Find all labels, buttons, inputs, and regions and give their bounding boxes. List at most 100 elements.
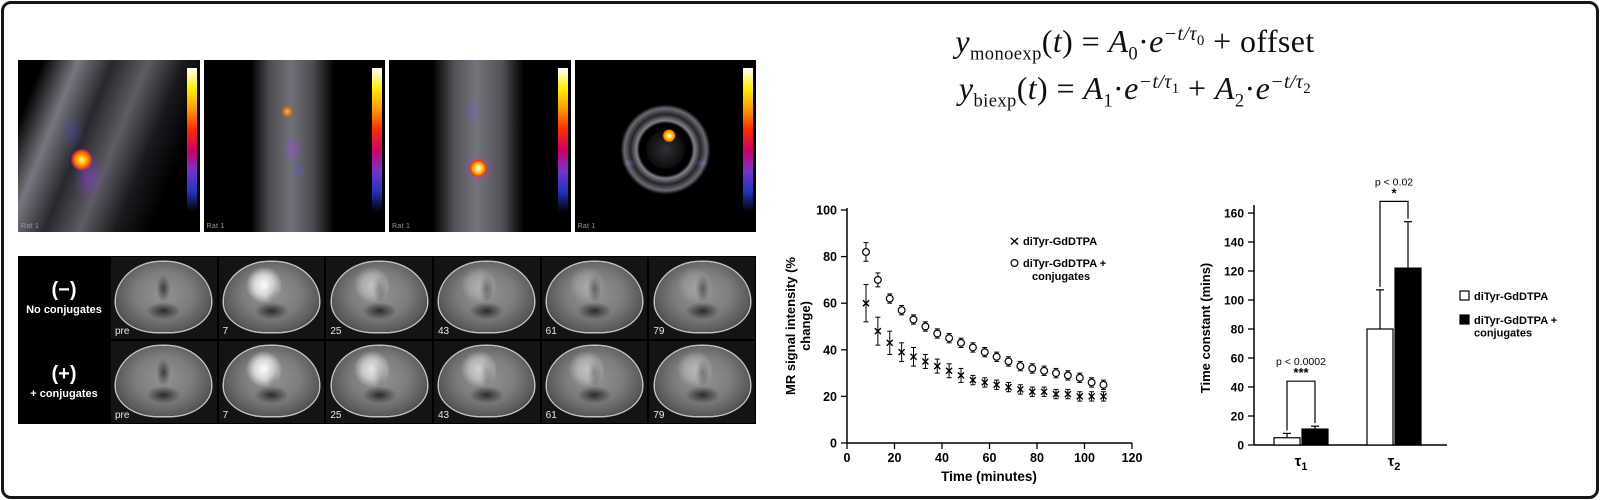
slice-time-label: 61: [545, 410, 557, 421]
cross-marker: [921, 357, 929, 365]
cross-marker: [993, 381, 1001, 389]
bar: [1301, 428, 1329, 446]
mri-brain-slice: 61: [541, 257, 648, 339]
eq-segment: 2: [1234, 90, 1245, 112]
bar: [1366, 328, 1394, 446]
x-tick-label: 80: [1030, 451, 1044, 465]
mri-brain-slice: 79: [649, 257, 755, 339]
pet-caption: Rat 1: [577, 223, 596, 230]
circle-marker: [957, 338, 966, 347]
contrast-enhancement: [246, 266, 283, 303]
slice-time-label: 43: [437, 326, 450, 337]
mri-brain-slice: 7: [218, 257, 325, 339]
brain-image: [116, 345, 212, 417]
y-tick-label: 140: [1224, 236, 1244, 250]
mri-brain-slice: 25: [326, 341, 432, 423]
row-name: No conjugates: [26, 304, 102, 317]
cross-marker: [874, 327, 882, 335]
brain-image: [546, 261, 643, 333]
brain-image: [654, 345, 750, 417]
mri-row-label-2: (+) + conjugates: [18, 340, 110, 424]
circle-marker: [1099, 380, 1108, 389]
intensity-colorbar: [557, 68, 568, 212]
contrast-enhancement: [246, 350, 283, 387]
significance-p-value: p < 0.02: [1375, 176, 1413, 188]
contrast-enhancement: [676, 266, 713, 303]
eq-segment: monoexp: [969, 43, 1042, 65]
slice-time-label: 25: [330, 326, 342, 337]
pet-caption: Rat 1: [206, 223, 225, 230]
y-tick-label: 160: [1224, 207, 1244, 221]
pet-scan-art: [574, 60, 756, 232]
contrast-enhancement: [353, 350, 390, 387]
contrast-enhancement: [569, 350, 606, 387]
pet-caption: Rat 1: [21, 223, 40, 230]
eq-segment: y: [958, 70, 974, 107]
x-tick-label: 20: [888, 451, 902, 465]
circle-marker: [921, 322, 930, 331]
y-axis-title: MR signal intensity (%change): [783, 257, 813, 395]
eq-segment: ·: [1113, 70, 1125, 107]
slice-time-label: pre: [115, 410, 130, 421]
equation-biexp: ybiexp(t) = A1·e−t/τ1 + A2·e−t/τ2: [880, 70, 1390, 112]
y-tick-label: 100: [816, 204, 837, 218]
circle-marker: [945, 334, 954, 343]
row-name: + conjugates: [30, 388, 98, 401]
y-tick-label: 80: [1231, 323, 1245, 337]
significance-stars: *: [1391, 185, 1397, 200]
cross-marker: [1064, 390, 1072, 398]
contrast-enhancement: [461, 266, 498, 303]
eq-segment: A: [1108, 23, 1129, 59]
mri-row-label-1: (−) No conjugates: [18, 256, 110, 340]
cross-marker: [1076, 392, 1084, 400]
mri-brain-slice: 79: [649, 341, 755, 423]
equation-monoexp: ymonoexp(t) = A0·e−t/τ0 + offset: [880, 23, 1390, 65]
slice-time-label: 7: [222, 410, 229, 421]
legend-label: diTyr-GdDTPA +: [1474, 315, 1557, 327]
mri-brain-slice: pre: [111, 257, 217, 339]
y-tick-label: 60: [1231, 352, 1245, 366]
circle-marker: [1063, 371, 1072, 380]
x-tick-label: 40: [935, 451, 949, 465]
slice-time-label: 7: [222, 326, 229, 337]
eq-segment: ) =: [1037, 70, 1084, 107]
y-tick-label: 20: [823, 390, 837, 404]
mri-brain-slice: pre: [111, 341, 217, 423]
time-constant-bar-chart: 0 20 40 60 80 100 120 140 160 Time constant (mins…: [1198, 176, 1557, 473]
y-tick-label: 20: [1231, 410, 1245, 424]
significance-bracket: [1379, 200, 1409, 287]
pet-image-strip: Rat 1 Rat 1 Rat 1 Rat 1: [18, 60, 756, 232]
legend-label: diTyr-GdDTPA: [1023, 236, 1097, 248]
legend-cross-marker: [1010, 237, 1019, 246]
circle-marker: [885, 294, 894, 303]
cross-marker: [981, 378, 989, 386]
eq-segment: −t/τ2: [1270, 70, 1312, 97]
cross-marker: [862, 299, 870, 307]
y-tick-label: 60: [823, 297, 837, 311]
mri-brain-slice: 61: [541, 341, 648, 423]
eq-segment: 0: [1128, 43, 1139, 65]
eq-segment: −t/τ1: [1138, 70, 1180, 97]
mri-brain-slice: 43: [433, 341, 540, 423]
y-tick-label: 80: [823, 250, 837, 264]
eq-segment: ·: [1244, 70, 1256, 107]
pet-scan-art: [203, 60, 385, 232]
circle-marker: [933, 329, 942, 338]
eq-segment: 1: [1103, 90, 1113, 112]
pet-ct-fusion-image-1: Rat 1: [18, 60, 200, 232]
slice-time-label: 79: [653, 326, 665, 337]
y-tick-label: 100: [1224, 294, 1244, 308]
brain-image: [439, 261, 535, 333]
x-tick-label: 60: [983, 451, 997, 465]
mri-time-series-panel: (−) No conjugates (+) + conjugates pre 7 25 43 6…: [18, 256, 756, 424]
cross-marker: [886, 339, 894, 347]
circle-marker: [873, 275, 882, 284]
cross-marker: [1088, 392, 1096, 400]
circle-marker: [1016, 362, 1025, 371]
contrast-enhancement: [461, 350, 498, 387]
cross-marker: [1100, 392, 1107, 400]
y-axis-title: Time constant (mins): [1198, 263, 1213, 394]
intensity-colorbar: [186, 68, 197, 212]
cross-marker: [910, 353, 917, 361]
